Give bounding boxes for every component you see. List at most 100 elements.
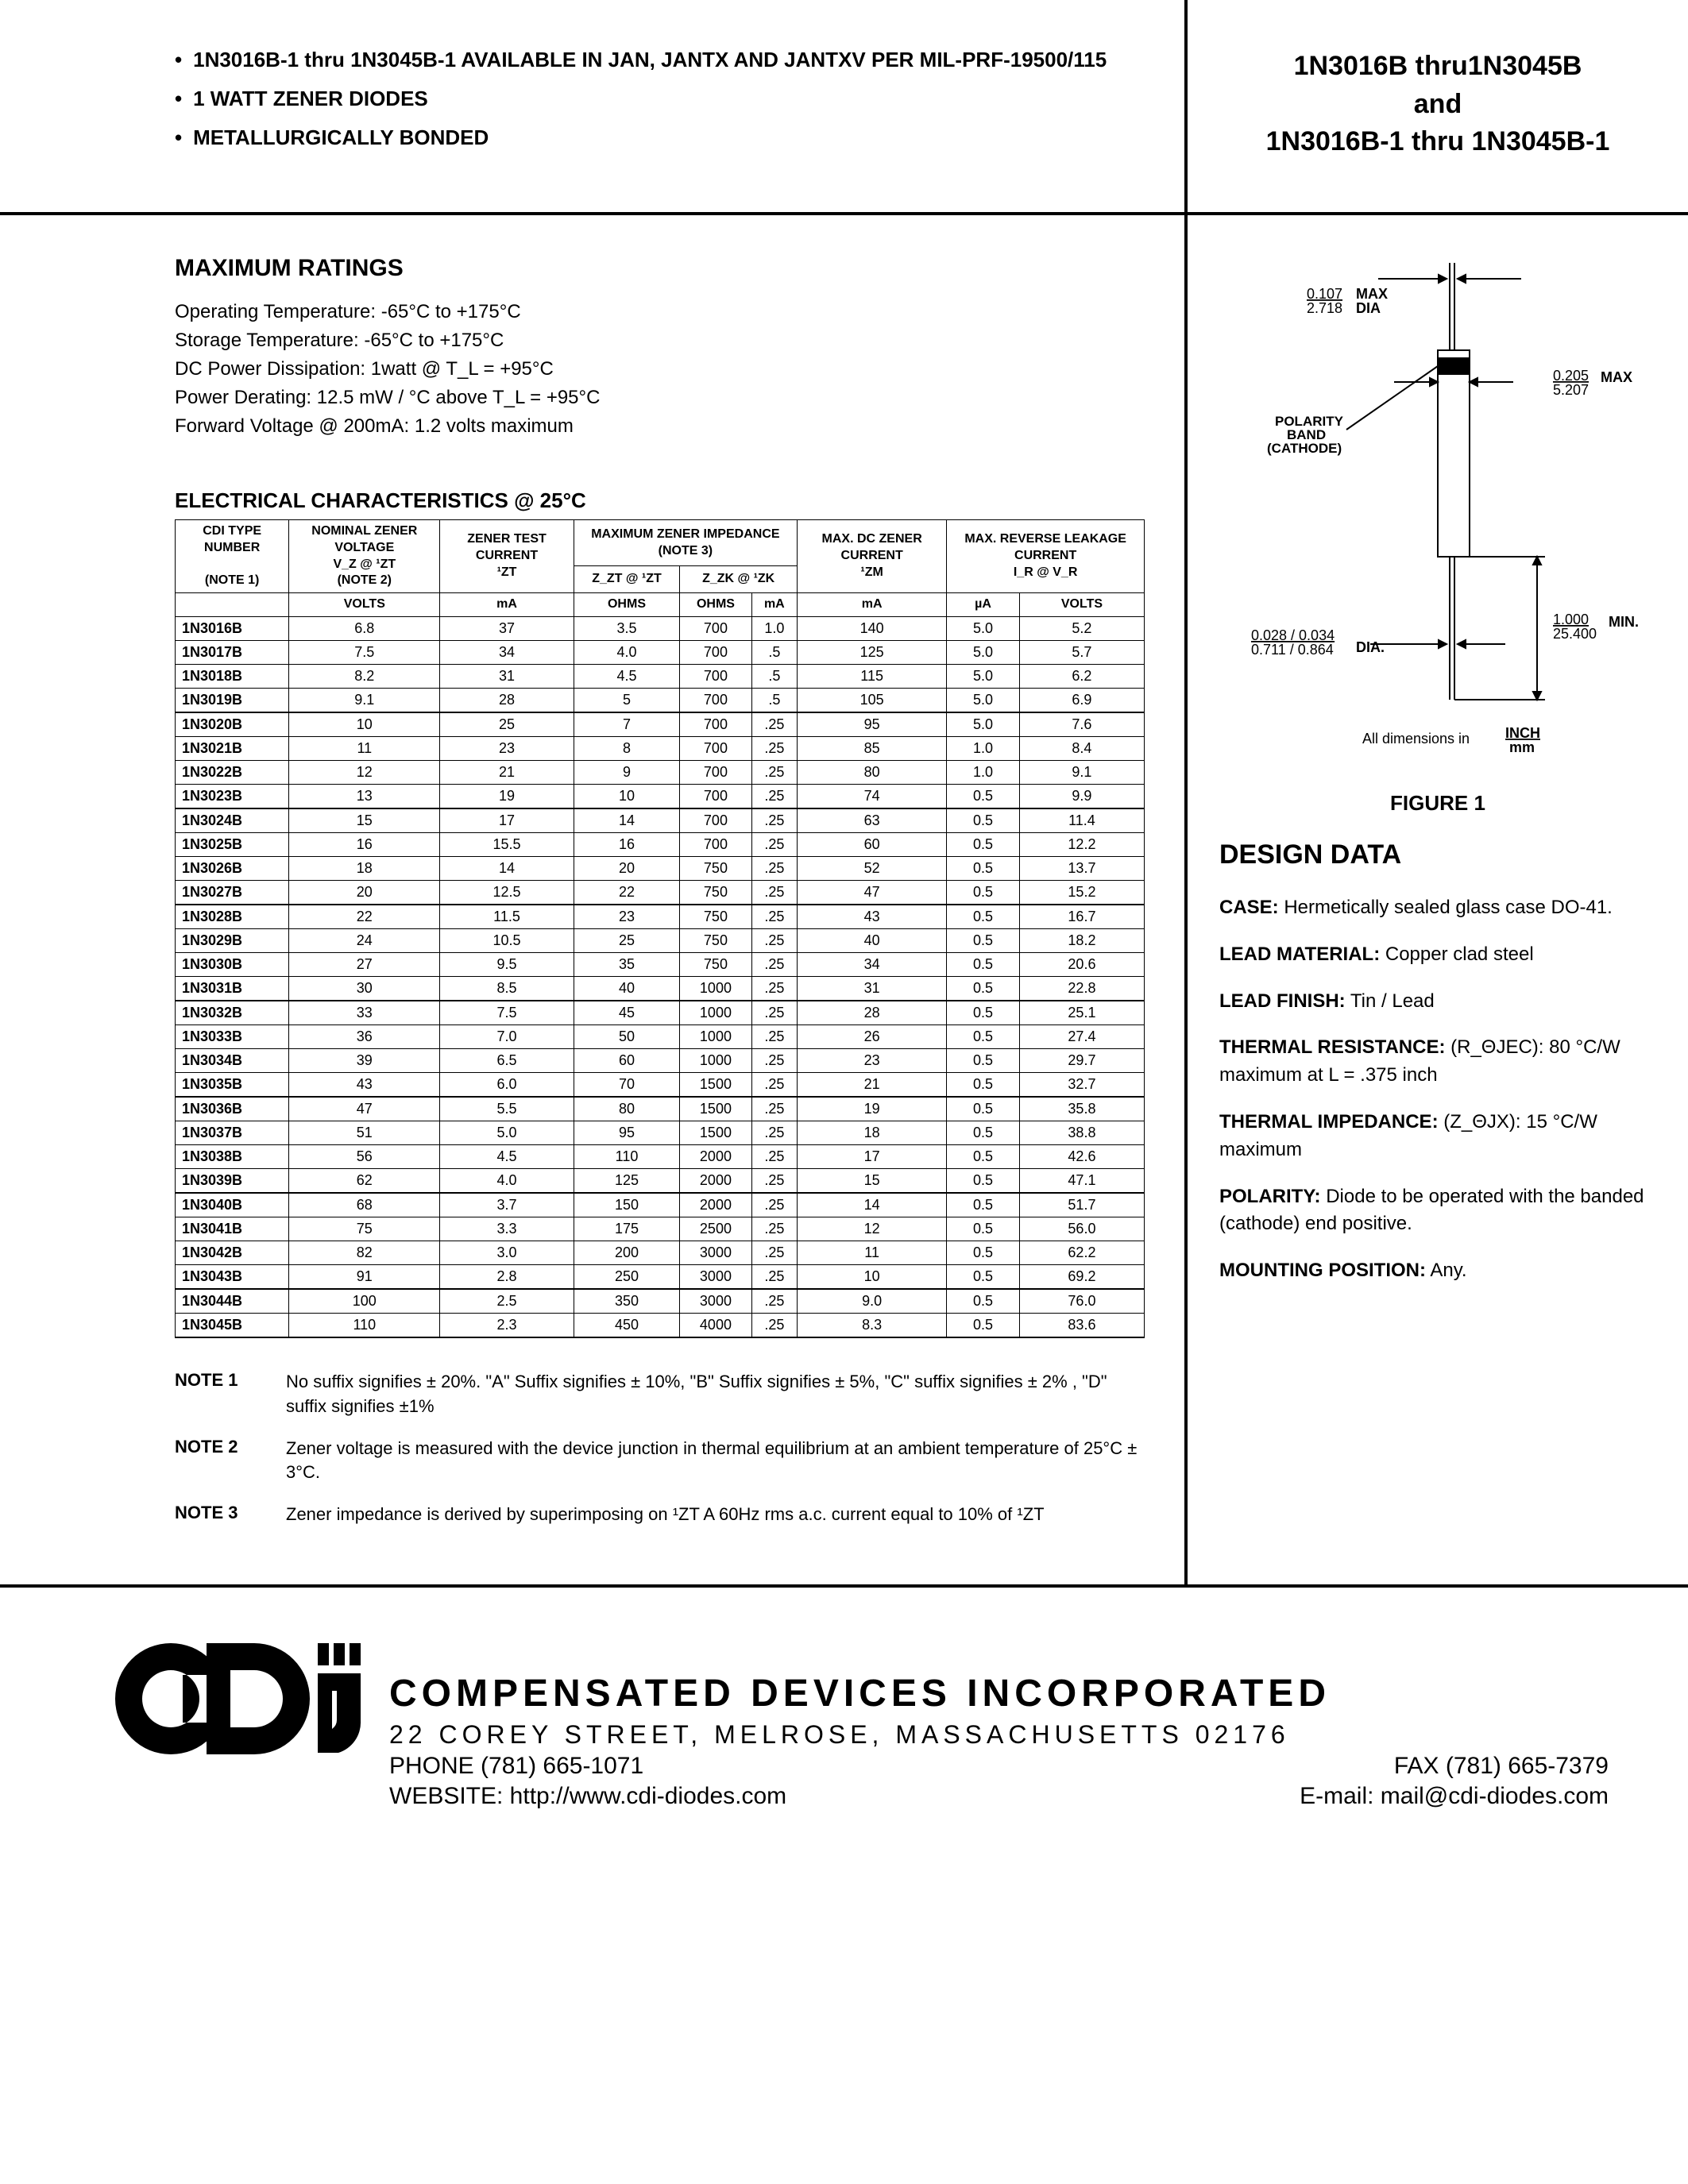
- cell-value: 6.5: [440, 1048, 574, 1072]
- cell-value: 36: [289, 1024, 440, 1048]
- cell-part: 1N3037B: [176, 1121, 289, 1144]
- cell-value: 29.7: [1019, 1048, 1144, 1072]
- cell-value: 2000: [680, 1168, 751, 1193]
- cell-value: 9.0: [798, 1289, 947, 1314]
- note-row: NOTE 3 Zener impedance is derived by sup…: [175, 1503, 1145, 1527]
- cell-part: 1N3033B: [176, 1024, 289, 1048]
- email: E-mail: mail@cdi-diodes.com: [1300, 1783, 1609, 1810]
- note-label: NOTE 2: [175, 1437, 286, 1486]
- cell-value: 40: [574, 976, 680, 1001]
- cell-value: 11.4: [1019, 808, 1144, 833]
- cell-value: 19: [440, 784, 574, 808]
- cell-part: 1N3041B: [176, 1217, 289, 1241]
- cell-value: 9.1: [289, 688, 440, 712]
- feature-bullets: 1N3016B-1 thru 1N3045B-1 AVAILABLE IN JA…: [0, 0, 1188, 212]
- cell-value: 18: [798, 1121, 947, 1144]
- cell-part: 1N3022B: [176, 760, 289, 784]
- cell-part: 1N3040B: [176, 1193, 289, 1217]
- cell-value: 95: [798, 712, 947, 737]
- cell-value: 19: [798, 1097, 947, 1121]
- cell-value: 700: [680, 832, 751, 856]
- cell-value: 2000: [680, 1144, 751, 1168]
- cell-value: 15: [289, 808, 440, 833]
- cell-value: .25: [751, 928, 797, 952]
- cell-part: 1N3020B: [176, 712, 289, 737]
- cell-value: 45: [574, 1001, 680, 1025]
- cell-value: 20: [574, 856, 680, 880]
- cell-part: 1N3031B: [176, 976, 289, 1001]
- title-line-2: and: [1219, 86, 1656, 124]
- cell-value: 7.5: [289, 640, 440, 664]
- cell-value: 10: [574, 784, 680, 808]
- max-ratings-body: Operating Temperature: -65°C to +175°C S…: [175, 298, 1145, 441]
- cell-part: 1N3026B: [176, 856, 289, 880]
- cell-value: 750: [680, 880, 751, 905]
- bullet-2: 1 WATT ZENER DIODES: [175, 87, 1153, 111]
- cell-value: 33: [289, 1001, 440, 1025]
- cell-part: 1N3024B: [176, 808, 289, 833]
- cell-value: .25: [751, 712, 797, 737]
- cell-value: .25: [751, 1072, 797, 1097]
- th-ir: MAX. REVERSE LEAKAGE CURRENTI_R @ V_R: [947, 520, 1145, 593]
- cell-value: 16.7: [1019, 905, 1144, 929]
- cell-value: .25: [751, 832, 797, 856]
- cell-value: 28: [440, 688, 574, 712]
- table-row: 1N3038B564.51102000.25170.542.6: [176, 1144, 1145, 1168]
- table-row: 1N3016B6.8373.57001.01405.05.2: [176, 616, 1145, 640]
- cell-value: 4000: [680, 1313, 751, 1337]
- cell-value: 17: [798, 1144, 947, 1168]
- cell-value: .25: [751, 1121, 797, 1144]
- website: WEBSITE: http://www.cdi-diodes.com: [389, 1783, 786, 1810]
- cell-value: 3000: [680, 1241, 751, 1264]
- design-item-label: LEAD FINISH:: [1219, 990, 1346, 1012]
- cell-value: 0.5: [947, 1072, 1020, 1097]
- part-title: 1N3016B thru1N3045B and 1N3016B-1 thru 1…: [1188, 0, 1688, 212]
- cell-value: .25: [751, 808, 797, 833]
- cell-value: 0.5: [947, 1048, 1020, 1072]
- cell-value: 25.1: [1019, 1001, 1144, 1025]
- cell-value: 60: [574, 1048, 680, 1072]
- cell-value: 23: [574, 905, 680, 929]
- elec-char-title: ELECTRICAL CHARACTERISTICS @ 25°C: [175, 488, 1145, 513]
- cell-value: 9.9: [1019, 784, 1144, 808]
- cell-value: 0.5: [947, 952, 1020, 976]
- cell-value: .25: [751, 736, 797, 760]
- bullet-2-text: 1 WATT ZENER DIODES: [193, 87, 428, 111]
- figure-caption: FIGURE 1: [1219, 791, 1656, 816]
- cell-value: 7.6: [1019, 712, 1144, 737]
- cell-part: 1N3032B: [176, 1001, 289, 1025]
- table-row: 1N3037B515.0951500.25180.538.8: [176, 1121, 1145, 1144]
- note-row: NOTE 1 No suffix signifies ± 20%. "A" Su…: [175, 1370, 1145, 1419]
- cell-value: 3.0: [440, 1241, 574, 1264]
- cell-value: 56: [289, 1144, 440, 1168]
- cell-value: 450: [574, 1313, 680, 1337]
- cell-value: 110: [574, 1144, 680, 1168]
- design-item-label: MOUNTING POSITION:: [1219, 1260, 1426, 1281]
- table-row: 1N3018B8.2314.5700.51155.06.2: [176, 664, 1145, 688]
- note-text: Zener voltage is measured with the devic…: [286, 1437, 1145, 1486]
- note-label: NOTE 1: [175, 1370, 286, 1419]
- contact-row-1: PHONE (781) 665-1071 FAX (781) 665-7379: [389, 1753, 1609, 1780]
- cell-value: 82: [289, 1241, 440, 1264]
- table-header: CDI TYPE NUMBER(NOTE 1) NOMINAL ZENER VO…: [176, 520, 1145, 617]
- cell-value: 35: [574, 952, 680, 976]
- design-item-text: Tin / Lead: [1346, 990, 1435, 1012]
- company-name: COMPENSATED DEVICES INCORPORATED: [389, 1672, 1609, 1715]
- cell-value: 1500: [680, 1072, 751, 1097]
- cell-value: 1000: [680, 1001, 751, 1025]
- cell-value: 1.0: [751, 616, 797, 640]
- cell-value: 5.0: [947, 712, 1020, 737]
- cell-value: 31: [798, 976, 947, 1001]
- th-unit: µA: [947, 593, 1020, 617]
- cell-value: .25: [751, 1264, 797, 1289]
- cell-value: 27: [289, 952, 440, 976]
- cell-value: 43: [798, 905, 947, 929]
- bullet-1: 1N3016B-1 thru 1N3045B-1 AVAILABLE IN JA…: [175, 48, 1153, 72]
- cell-value: 51.7: [1019, 1193, 1144, 1217]
- polarity-label: POLARITY BAND (CATHODE): [1267, 414, 1346, 456]
- cell-value: 15.5: [440, 832, 574, 856]
- design-item: MOUNTING POSITION: Any.: [1219, 1257, 1656, 1285]
- cell-value: 24: [289, 928, 440, 952]
- cell-value: 5.7: [1019, 640, 1144, 664]
- th-zzt: Z_ZT @ ¹ZT: [574, 566, 680, 593]
